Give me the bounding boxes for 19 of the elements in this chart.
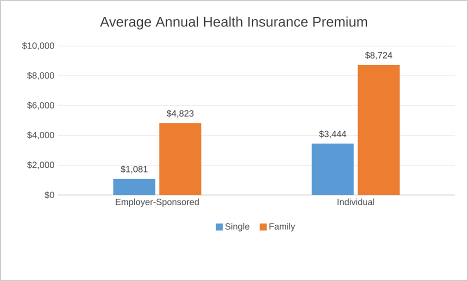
y-tick-label: $8,000 bbox=[27, 72, 54, 80]
bar bbox=[358, 65, 400, 195]
y-tick-label: $0 bbox=[44, 191, 54, 199]
bar bbox=[312, 144, 354, 195]
data-label: $8,724 bbox=[365, 52, 392, 60]
x-tick-label: Individual bbox=[338, 198, 374, 206]
y-tick-label: $10,000 bbox=[22, 42, 54, 50]
data-label: $3,444 bbox=[319, 130, 346, 138]
x-tick-label: Employer-Sponsored bbox=[116, 198, 199, 207]
data-label: $4,823 bbox=[166, 110, 194, 118]
chart-title: Average Annual Health Insurance Premium bbox=[100, 16, 368, 30]
y-tick-label: $6,000 bbox=[27, 102, 54, 110]
legend-label: Single bbox=[225, 223, 250, 232]
data-label: $1,081 bbox=[120, 166, 148, 174]
bar bbox=[113, 178, 156, 195]
bar bbox=[159, 123, 202, 195]
legend-label: Family bbox=[269, 223, 296, 232]
y-tick-label: $4,000 bbox=[27, 132, 54, 140]
y-tick-label: $2,000 bbox=[27, 161, 54, 170]
